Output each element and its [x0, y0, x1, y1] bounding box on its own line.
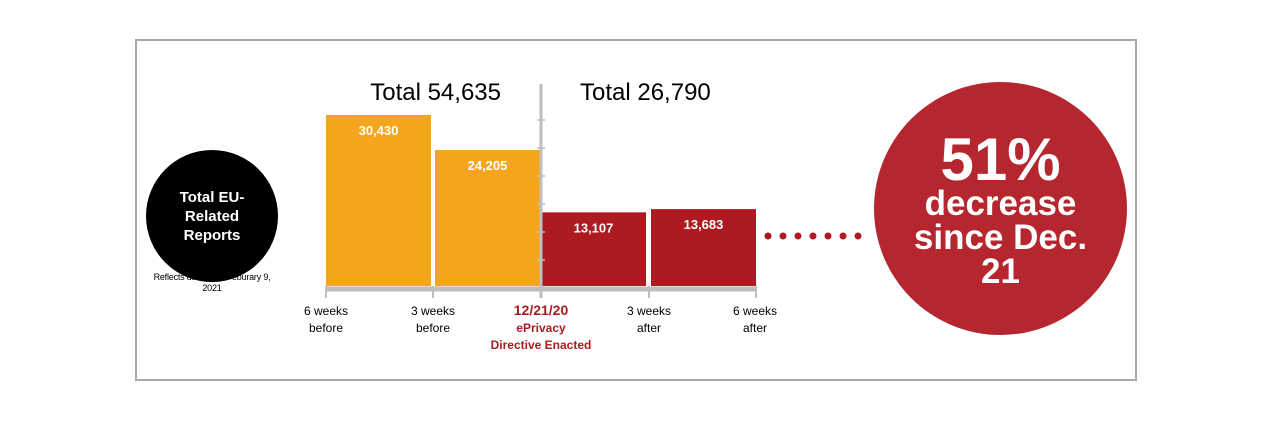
connector-dot — [839, 232, 847, 240]
decrease-badge: 51% decrease since Dec. 21 — [874, 82, 1127, 335]
x-tick-label: 3 weeks — [627, 304, 671, 318]
x-tick-label: after — [637, 321, 661, 335]
connector-dot — [824, 232, 832, 240]
bar-value-label: 24,205 — [468, 158, 508, 173]
period-total: Total 26,790 — [580, 79, 711, 106]
total-reports-label: Total EU-Related Reports — [179, 188, 245, 244]
x-tick-label: Directive Enacted — [491, 338, 592, 352]
connector-dot — [794, 232, 802, 240]
x-tick-label: 6 weeks — [304, 304, 348, 318]
x-tick-label: ePrivacy — [516, 321, 566, 335]
connector-dot — [854, 232, 862, 240]
bar — [435, 149, 540, 286]
x-tick-label: before — [416, 321, 450, 335]
x-tick-label: 3 weeks — [411, 304, 455, 318]
decrease-percent: 51% — [940, 125, 1061, 193]
x-tick-label: after — [743, 321, 767, 335]
bar-value-label: 13,107 — [574, 220, 614, 235]
bar-value-label: 13,683 — [684, 217, 724, 232]
total-reports-badge: Total EU-Related Reports — [146, 150, 278, 282]
bar — [326, 115, 431, 286]
connector-dot — [779, 232, 787, 240]
x-tick-label: 6 weeks — [733, 304, 777, 318]
bar-value-label: 30,430 — [359, 123, 399, 138]
decrease-text: decrease since Dec. 21 — [913, 183, 1088, 291]
connector-dot — [809, 232, 817, 240]
bar — [651, 209, 756, 286]
infographic-frame — [135, 39, 1137, 381]
x-tick-label: 12/21/20 — [514, 302, 569, 318]
x-tick-label: before — [309, 321, 343, 335]
data-as-of-note: Reflects data as of Feburary 9, 2021 — [153, 272, 271, 293]
bar — [541, 212, 646, 286]
connector-dot — [764, 232, 772, 240]
period-total: Total 54,635 — [370, 79, 501, 106]
